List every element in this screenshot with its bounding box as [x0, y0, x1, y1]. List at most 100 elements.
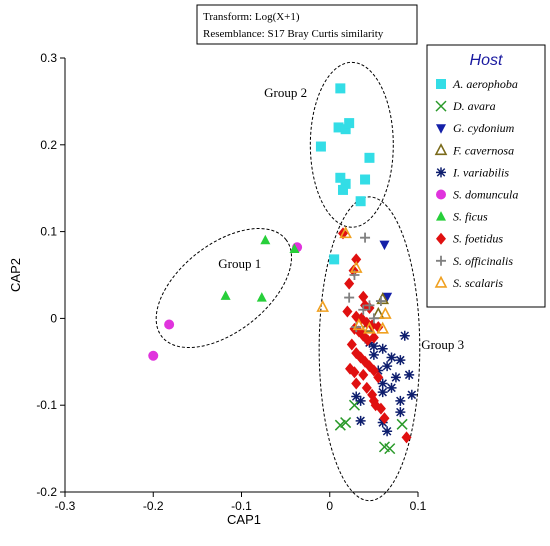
y-tick-label: -0.2 — [36, 485, 57, 499]
legend: Host A. aerophoba D. avara G. cydonium F. c… — [426, 44, 546, 308]
legend-marker-g-cydonium — [436, 124, 446, 134]
point-a-aerophoba — [360, 174, 371, 185]
point-s-domuncula — [164, 319, 175, 330]
point-i-variabilis — [368, 341, 379, 352]
point-i-variabilis — [386, 382, 397, 393]
point-s-foetidus — [373, 321, 384, 334]
x-tick-label: -0.2 — [143, 499, 164, 513]
legend-label-g-cydonium: G. cydonium — [453, 121, 515, 135]
legend-label-s-foetidus: S. foetidus — [453, 232, 503, 246]
legend-label-s-scalaris: S. scalaris — [453, 276, 503, 290]
point-s-officinalis — [375, 296, 386, 307]
x-tick-label: 0.1 — [410, 499, 427, 513]
point-d-avara — [348, 399, 360, 411]
legend-label-i-variabilis: I. variabilis — [452, 165, 509, 179]
legend-label-s-ficus: S. ficus — [453, 210, 488, 224]
legend-marker-i-variabilis — [436, 167, 446, 178]
points-layer — [148, 83, 417, 455]
point-i-variabilis — [351, 391, 362, 402]
y-tick-label: 0 — [50, 311, 57, 325]
point-i-variabilis — [377, 387, 388, 398]
point-a-aerophoba — [344, 118, 355, 129]
legend-label-a-aerophoba: A. aerophoba — [452, 77, 518, 91]
y-tick-label: 0.1 — [40, 225, 57, 239]
legend-label-s-officinalis: S. officinalis — [453, 254, 513, 268]
point-s-foetidus — [351, 377, 362, 390]
x-axis-label: CAP1 — [227, 512, 261, 527]
group-label: Group 2 — [264, 85, 307, 100]
legend-frame — [426, 44, 546, 308]
point-i-variabilis — [355, 415, 366, 426]
point-d-avara — [334, 419, 346, 431]
point-s-foetidus — [344, 277, 355, 290]
point-s-officinalis — [344, 292, 355, 303]
groups-layer: Group 1 Group 2 Group 3 — [155, 61, 464, 502]
x-tick-label: 0 — [326, 499, 333, 513]
point-a-aerophoba — [335, 83, 346, 94]
point-s-officinalis — [364, 300, 375, 311]
legend-label-d-avara: D. avara — [452, 99, 496, 113]
point-s-foetidus — [375, 402, 386, 415]
point-a-aerophoba — [337, 184, 348, 195]
transform-box: Transform: Log(X+1) Resemblance: S17 Bra… — [196, 4, 418, 45]
point-d-avara — [396, 418, 408, 430]
point-a-aerophoba — [315, 141, 326, 152]
legend-items: A. aerophoba D. avara G. cydonium F. cavern… — [434, 77, 518, 290]
point-s-foetidus — [373, 371, 384, 384]
point-a-aerophoba — [333, 122, 344, 133]
x-tick-label: -0.1 — [231, 499, 252, 513]
legend-label-s-domuncula: S. domuncula — [453, 188, 518, 202]
point-i-variabilis — [355, 395, 366, 406]
point-i-variabilis — [395, 395, 406, 406]
point-s-foetidus — [351, 253, 362, 266]
point-s-foetidus — [379, 412, 390, 425]
legend-label-f-cavernosa: F. cavernosa — [452, 143, 514, 157]
point-s-scalaris — [352, 318, 366, 331]
point-s-foetidus — [346, 338, 357, 351]
point-s-officinalis — [368, 313, 379, 324]
point-s-scalaris — [339, 226, 352, 239]
transform-box-frame — [196, 4, 418, 45]
legend-marker-s-officinalis — [436, 255, 446, 266]
point-s-scalaris — [316, 299, 330, 312]
point-a-aerophoba — [329, 254, 340, 265]
point-s-foetidus — [368, 331, 379, 344]
y-tick-label: 0.3 — [40, 51, 57, 65]
point-i-variabilis — [382, 426, 393, 437]
y-tick-label: 0.2 — [40, 138, 57, 152]
point-i-variabilis — [382, 361, 393, 372]
point-s-officinalis — [358, 304, 369, 315]
point-s-foetidus — [361, 381, 372, 394]
legend-marker-f-cavernosa — [434, 143, 448, 156]
group-ellipse — [309, 61, 394, 228]
point-a-aerophoba — [340, 178, 351, 189]
point-s-foetidus — [401, 431, 412, 444]
point-a-aerophoba — [340, 124, 351, 135]
x-tick-label: -0.3 — [55, 499, 76, 513]
resemblance-line: Resemblance: S17 Bray Curtis similarity — [203, 28, 384, 40]
group-label: Group 1 — [218, 256, 261, 271]
legend-marker-s-ficus — [436, 211, 446, 221]
point-s-foetidus — [368, 364, 379, 377]
point-a-aerophoba — [335, 172, 346, 183]
point-s-scalaris — [376, 321, 390, 334]
point-i-variabilis — [368, 349, 379, 360]
y-axis-label: CAP2 — [8, 258, 23, 292]
ticks-layer: -0.3 -0.2 -0.1 0 0.1-0.2-0.100.10.20.3 — [36, 51, 426, 513]
point-a-aerophoba — [364, 152, 375, 163]
point-s-foetidus — [342, 305, 353, 318]
point-i-variabilis — [390, 372, 401, 383]
point-i-variabilis — [395, 355, 406, 366]
point-g-cydonium — [382, 292, 393, 303]
legend-marker-s-domuncula — [436, 189, 446, 200]
point-s-officinalis — [360, 232, 371, 243]
point-s-ficus — [289, 243, 300, 253]
legend-marker-a-aerophoba — [436, 79, 446, 89]
point-s-scalaris — [349, 260, 363, 273]
legend-title: Host — [470, 52, 503, 69]
point-s-ficus — [256, 292, 267, 302]
point-s-scalaris — [363, 321, 376, 334]
point-i-variabilis — [377, 417, 388, 428]
y-tick-label: -0.1 — [36, 398, 57, 412]
point-i-variabilis — [399, 330, 410, 341]
